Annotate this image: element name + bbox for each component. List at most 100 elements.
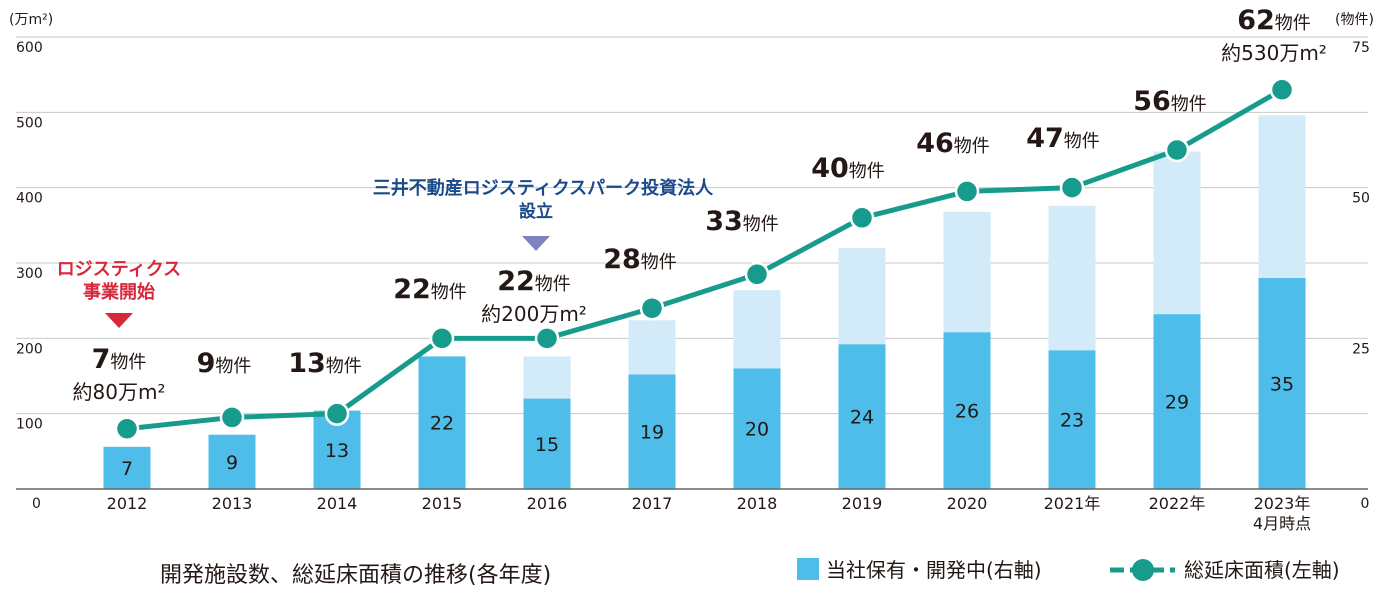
owned-bar-value: 19 [640,422,664,444]
left-tick-label: 500 [16,115,43,131]
property-count-label: 40物件 [811,153,885,184]
owned-bar [208,434,256,489]
category-label: 2014 [317,494,358,513]
category-label: 2021年 [1044,494,1101,513]
area-point [429,326,455,351]
property-count-unit: 物件 [110,352,146,373]
property-count-unit: 物件 [215,356,251,377]
property-count-number: 33 [705,206,743,237]
annotation-text: 三井不動産ロジスティクスパーク投資法人 [373,177,714,199]
owned-bar [418,356,466,489]
owned-bar-value: 23 [1060,410,1084,432]
owned-bar [943,332,991,489]
owned-bars [103,278,1306,489]
area-line [114,77,1295,441]
area-point [849,205,875,231]
property-count-label: 7物件 [92,344,147,375]
owned-bar-value: 9 [226,452,238,474]
category-label: 2023年 [1254,494,1311,513]
legend-label: 当社保有・開発中(右軸) [826,558,1042,582]
axes: 0 100 200 300 400 500 600 0 25 50 75 (万m²) (物件) 2012 2… [9,12,1374,533]
right-tick-label: 75 [1352,40,1370,56]
owned-bar-value: 35 [1270,374,1294,396]
area-label: 約200万m² [481,302,587,326]
area-point [1269,77,1295,102]
annotation-text: 事業開始 [83,281,155,303]
right-tick-label: 25 [1352,341,1370,357]
owned-bar [523,398,571,489]
property-count-unit: 物件 [641,252,677,273]
left-tick-label: 0 [32,496,41,512]
property-count-unit: 物件 [326,356,362,377]
property-count-unit: 物件 [849,161,885,182]
owned-bar-value: 15 [535,434,559,456]
property-count-label: 22物件 [393,274,467,305]
property-count-number: 62 [1237,5,1275,36]
gridlines [16,36,1368,415]
annotation-arrow [105,313,133,328]
property-count-label: 62物件 [1237,5,1311,36]
right-tick-label: 50 [1352,191,1370,207]
left-tick-label: 200 [16,341,43,357]
category-note: 4月時点 [1253,514,1311,533]
property-count-number: 9 [197,348,216,379]
owned-bar-value: 20 [745,419,769,441]
property-count-unit: 物件 [743,214,779,235]
right-axis-unit: (物件) [1335,12,1374,28]
property-count-number: 28 [603,244,641,275]
property-count-unit: 物件 [1064,131,1100,152]
category-label: 2015 [422,494,463,513]
total-bars [103,115,1306,490]
property-count-unit: 物件 [431,282,467,303]
legend-square-marker [797,558,819,580]
area-point [324,401,350,426]
property-count-label: 33物件 [705,206,779,237]
property-count-label: 56物件 [1133,86,1207,117]
property-count-number: 40 [811,153,849,184]
category-label: 2017 [632,494,673,513]
area-point [114,416,140,441]
left-axis-unit: (万m²) [9,12,53,28]
owned-bar-value: 29 [1165,392,1189,414]
category-label: 2013 [212,494,253,513]
property-count-number: 7 [92,344,111,375]
left-tick-label: 100 [16,417,43,433]
chart-title: 開発施設数、総延床面積の推移(各年度) [160,563,551,588]
area-point [639,295,665,321]
property-count-label: 46物件 [916,128,990,159]
property-count-label: 28物件 [603,244,677,275]
property-count-unit: 物件 [1171,94,1207,115]
property-count-number: 22 [393,274,431,305]
category-label: 2018 [737,494,778,513]
property-count-unit: 物件 [1275,13,1311,34]
area-label: 約80万m² [73,380,166,404]
annotation-text: 設立 [519,201,553,222]
area-point [1164,137,1190,163]
property-count-label: 47物件 [1026,123,1100,154]
property-count-label: 9物件 [197,348,252,379]
owned-bar [628,374,676,489]
owned-bar [838,344,886,489]
annotation-arrow [522,236,550,251]
property-count-number: 22 [497,266,535,297]
category-label: 2012 [107,494,148,513]
area-point [744,262,770,287]
property-count-number: 56 [1133,86,1171,117]
left-tick-label: 400 [16,191,43,207]
property-count-number: 46 [916,128,954,159]
left-tick-label: 600 [16,40,43,56]
owned-bar [103,446,151,489]
owned-bar-value: 26 [955,401,979,423]
property-count-number: 47 [1026,123,1064,154]
area-point [534,326,560,351]
owned-bar [1153,314,1201,489]
property-count-unit: 物件 [535,274,571,295]
category-label: 2020 [947,494,988,513]
legend-label: 総延床面積(左軸) [1184,558,1340,582]
property-count-label: 13物件 [288,348,362,379]
area-point [219,405,245,430]
owned-bar-value: 24 [850,407,874,429]
owned-bar [733,368,781,489]
